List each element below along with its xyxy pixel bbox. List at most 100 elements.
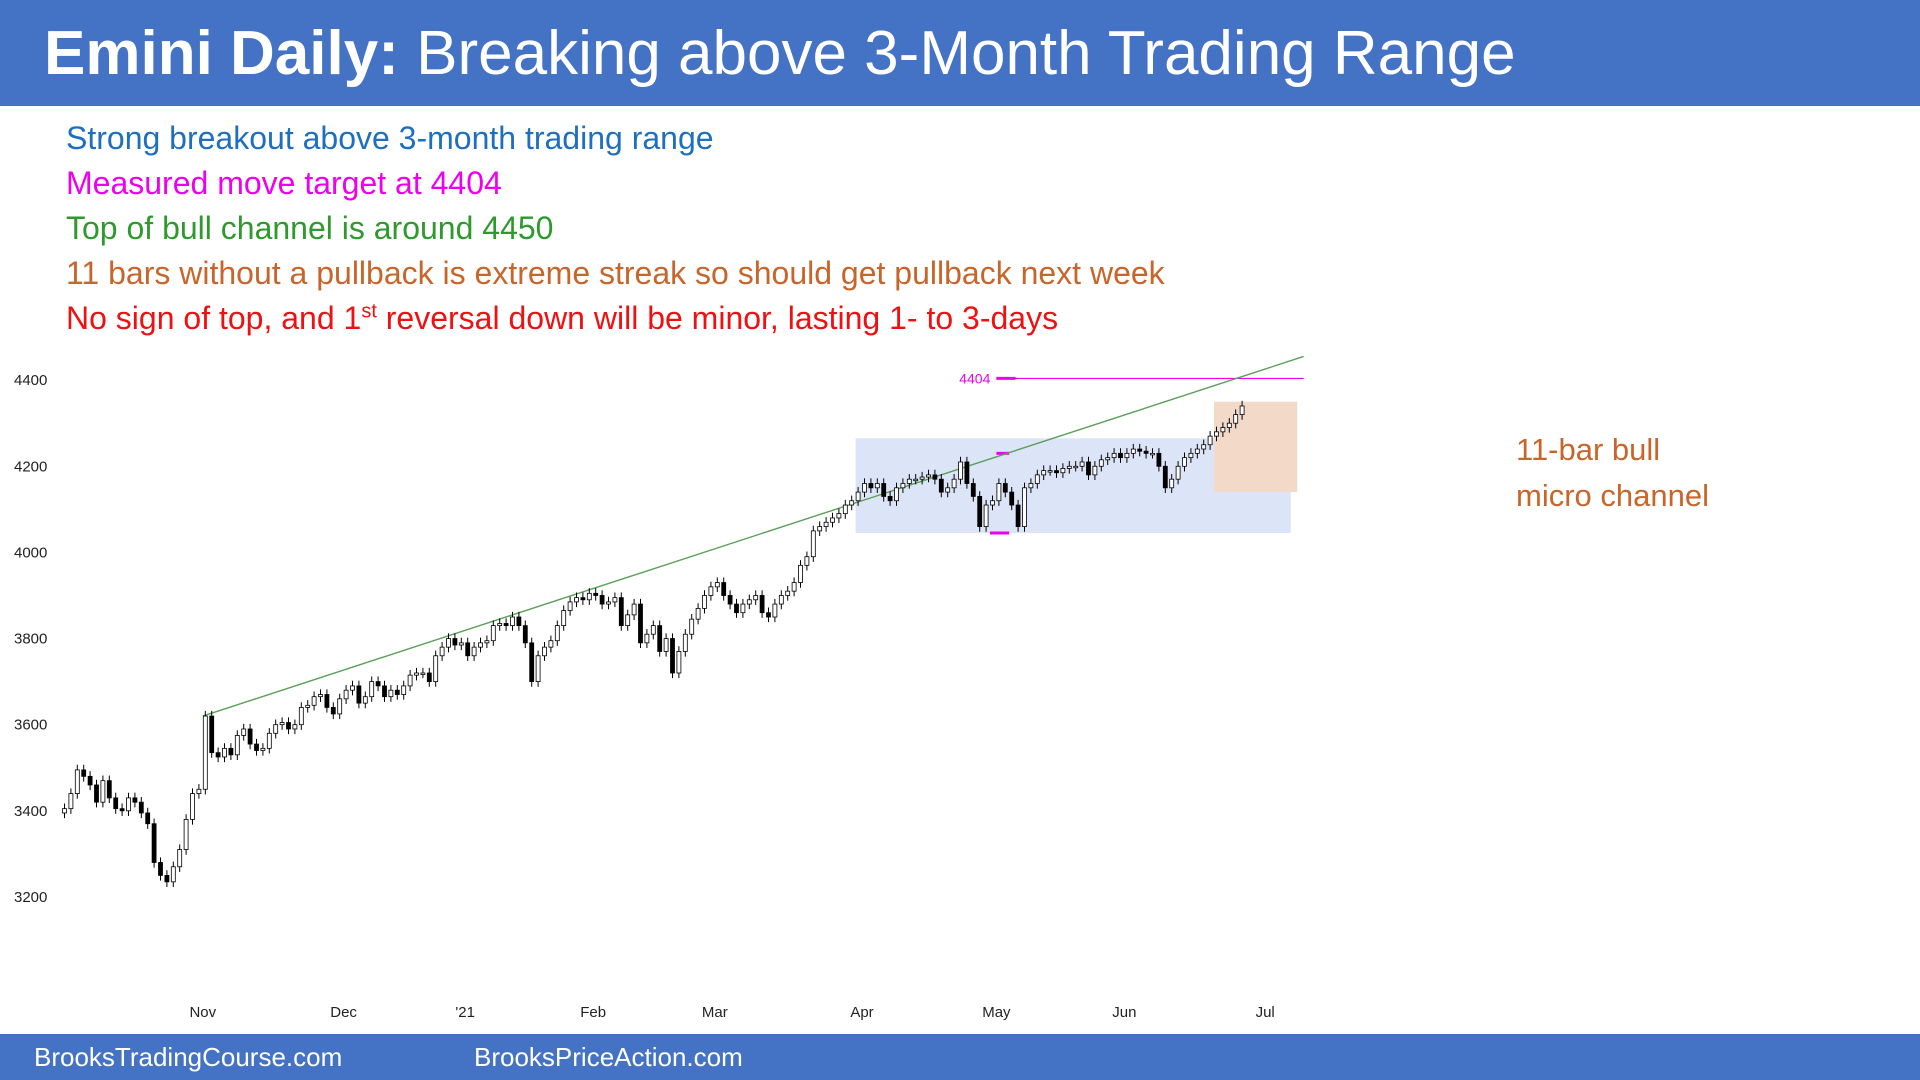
candle-body: [190, 793, 195, 820]
candle-body: [177, 849, 183, 868]
candle-body: [535, 655, 541, 683]
candle-body: [798, 564, 803, 583]
candle-body: [446, 638, 451, 648]
candle-body: [420, 672, 426, 675]
candle-body: [561, 610, 567, 627]
y-tick-label: 4000: [14, 544, 47, 561]
candle-body: [126, 797, 131, 812]
candle-body: [247, 728, 253, 745]
candle-body: [1162, 465, 1168, 489]
candle-body: [330, 707, 336, 715]
candle-body: [222, 747, 227, 758]
candle-body: [1054, 470, 1059, 474]
candle-body: [586, 592, 592, 601]
candle-body: [606, 601, 611, 605]
candle-body: [1002, 483, 1008, 493]
candle-body: [119, 808, 125, 812]
candle-body: [1086, 461, 1091, 476]
candle-body: [734, 603, 739, 614]
candle-body: [702, 595, 707, 609]
note-no-top-sup: st: [361, 300, 377, 323]
candle-body: [382, 685, 387, 698]
note-no-top-b: reversal down will be minor, lasting 1- …: [376, 300, 1059, 336]
candle-body: [490, 625, 496, 642]
candle-body: [100, 780, 106, 803]
candle-body: [740, 603, 746, 614]
candle-body: [900, 483, 906, 489]
candle-body: [727, 595, 733, 605]
candle-body: [138, 801, 144, 814]
candle-body: [676, 651, 682, 674]
candle-body: [830, 517, 835, 523]
candle-body: [305, 704, 311, 708]
candle-body: [318, 694, 323, 698]
candle-body: [1060, 468, 1066, 474]
y-tick-label: 3600: [14, 717, 47, 734]
candle-body: [273, 724, 279, 734]
candle-body: [209, 715, 215, 754]
candle-body: [1188, 452, 1194, 459]
candle-body: [484, 640, 490, 644]
note-measured-move: Measured move target at 4404: [66, 165, 502, 201]
candle-body: [1143, 450, 1149, 454]
candle-body: [106, 780, 112, 799]
candle-body: [260, 747, 266, 751]
candle-body: [996, 483, 1002, 502]
micro-channel-label: micro channel: [1516, 478, 1709, 513]
candle-body: [932, 474, 938, 480]
candle-body: [990, 500, 995, 506]
candle-body: [1079, 461, 1085, 467]
candle-body: [196, 788, 202, 794]
candle-body: [215, 752, 221, 758]
candle-body: [324, 694, 330, 708]
candle-body: [689, 618, 695, 635]
candle-body: [254, 743, 259, 751]
candle-body: [439, 646, 445, 657]
candle-body: [478, 642, 483, 648]
candle-body: [958, 461, 963, 480]
candle-body: [407, 674, 413, 687]
candle-body: [266, 732, 272, 749]
candle-body: [842, 504, 848, 515]
bull-channel-trendline: [202, 355, 1304, 717]
x-month-label: Mar: [702, 1004, 728, 1021]
candle-body: [625, 614, 631, 627]
candle-body: [497, 623, 503, 627]
note-no-top: No sign of top, and 1st reversal down wi…: [66, 296, 1165, 341]
candle-body: [394, 689, 400, 695]
candle-body: [388, 689, 394, 698]
candle-body: [465, 642, 471, 657]
candle-body: [1066, 465, 1072, 469]
candle-body: [1226, 422, 1232, 428]
candlestick-chart: 4404 3200 3400 3600 3800 4000 4200 4400 Nov Dec '2…: [14, 355, 1709, 1021]
candle-body: [836, 513, 842, 519]
candle-body: [1150, 452, 1155, 456]
candle-body: [1047, 470, 1053, 473]
y-tick-label: 4400: [14, 372, 47, 389]
candle-body: [516, 616, 522, 627]
candle-body: [644, 633, 650, 644]
candle-body: [1034, 474, 1040, 484]
candle-body: [938, 478, 944, 493]
title-bold: Emini Daily:: [44, 19, 399, 88]
footer-left-site: BrooksTradingCourse.com: [34, 1042, 343, 1072]
candle-body: [964, 461, 970, 484]
candle-body: [657, 625, 663, 652]
candle-body: [778, 595, 784, 605]
candles: [62, 400, 1245, 888]
candle-body: [170, 866, 176, 883]
x-month-label: Feb: [580, 1004, 606, 1021]
candle-body: [1015, 504, 1021, 527]
candle-body: [906, 478, 912, 484]
candle-body: [81, 769, 87, 777]
candle-body: [593, 592, 599, 596]
candle-body: [618, 597, 624, 627]
candle-body: [452, 638, 458, 646]
candle-body: [1220, 427, 1226, 433]
candle-body: [810, 530, 816, 558]
candle-body: [94, 784, 99, 803]
candle-body: [650, 625, 656, 635]
candle-body: [868, 483, 874, 489]
candle-body: [369, 681, 375, 698]
candle-body: [1124, 452, 1130, 459]
